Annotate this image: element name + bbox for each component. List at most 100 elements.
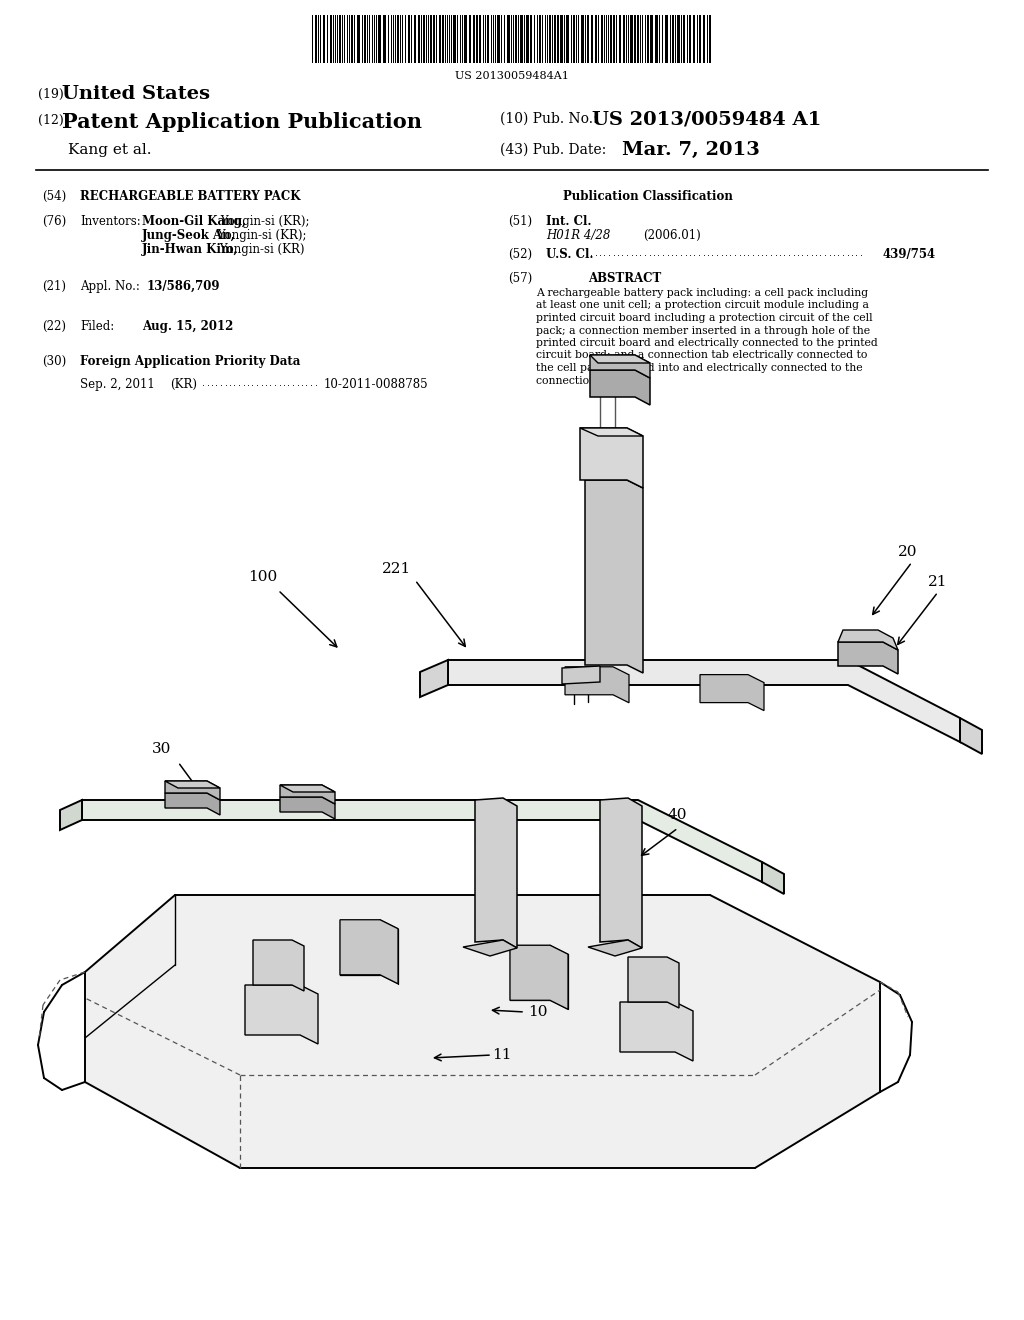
Text: Int. Cl.: Int. Cl. bbox=[546, 215, 592, 228]
Text: .: . bbox=[788, 248, 791, 257]
Text: (22): (22) bbox=[42, 319, 66, 333]
Bar bbox=[330, 15, 332, 63]
Text: .: . bbox=[793, 248, 796, 257]
Polygon shape bbox=[600, 799, 642, 948]
Text: .: . bbox=[288, 378, 291, 388]
Text: United States: United States bbox=[62, 84, 210, 103]
Text: (76): (76) bbox=[42, 215, 67, 228]
Text: Yongin-si (KR);: Yongin-si (KR); bbox=[214, 228, 306, 242]
Polygon shape bbox=[420, 660, 449, 697]
Text: (30): (30) bbox=[42, 355, 67, 368]
Polygon shape bbox=[580, 428, 643, 488]
Text: (21): (21) bbox=[42, 280, 66, 293]
Bar bbox=[397, 15, 399, 63]
Polygon shape bbox=[961, 718, 982, 754]
Bar bbox=[677, 15, 680, 63]
Text: .: . bbox=[256, 378, 259, 388]
Text: .: . bbox=[770, 248, 773, 257]
Polygon shape bbox=[590, 355, 650, 363]
Text: .: . bbox=[269, 378, 272, 388]
Text: .: . bbox=[314, 378, 317, 388]
Text: 10-2011-0088785: 10-2011-0088785 bbox=[324, 378, 429, 391]
Text: RECHARGEABLE BATTERY PACK: RECHARGEABLE BATTERY PACK bbox=[80, 190, 300, 203]
Bar bbox=[323, 15, 325, 63]
Text: .: . bbox=[252, 378, 255, 388]
Bar bbox=[634, 15, 636, 63]
Polygon shape bbox=[588, 940, 642, 956]
Text: .: . bbox=[707, 248, 710, 257]
Bar bbox=[587, 15, 589, 63]
Bar bbox=[539, 15, 541, 63]
Text: .: . bbox=[283, 378, 286, 388]
Text: .: . bbox=[612, 248, 615, 257]
Bar bbox=[453, 15, 456, 63]
Text: .: . bbox=[716, 248, 719, 257]
Polygon shape bbox=[620, 1002, 693, 1061]
Text: 22: 22 bbox=[618, 535, 638, 549]
Bar bbox=[672, 15, 674, 63]
Text: Jung-Seok An,: Jung-Seok An, bbox=[142, 228, 236, 242]
Text: .: . bbox=[676, 248, 679, 257]
Bar bbox=[476, 15, 478, 63]
Bar bbox=[430, 15, 432, 63]
Text: connection member.: connection member. bbox=[536, 375, 647, 385]
Text: (52): (52) bbox=[508, 248, 532, 261]
Text: .: . bbox=[797, 248, 800, 257]
Text: .: . bbox=[824, 248, 827, 257]
Bar bbox=[693, 15, 695, 63]
Text: .: . bbox=[811, 248, 813, 257]
Bar bbox=[650, 15, 653, 63]
Polygon shape bbox=[585, 480, 643, 673]
Polygon shape bbox=[280, 797, 335, 818]
Text: (12): (12) bbox=[38, 114, 63, 127]
Bar bbox=[665, 15, 668, 63]
Bar bbox=[566, 15, 569, 63]
Text: U.S. Cl.: U.S. Cl. bbox=[546, 248, 594, 261]
Text: .: . bbox=[247, 378, 250, 388]
Text: .: . bbox=[779, 248, 782, 257]
Text: Jin-Hwan Kim,: Jin-Hwan Kim, bbox=[142, 243, 239, 256]
Text: 13/586,709: 13/586,709 bbox=[147, 280, 220, 293]
Bar bbox=[601, 15, 603, 63]
Text: Publication Classification: Publication Classification bbox=[563, 190, 733, 203]
Polygon shape bbox=[628, 957, 679, 1008]
Bar bbox=[433, 15, 435, 63]
Text: .: . bbox=[220, 378, 223, 388]
Bar bbox=[414, 15, 416, 63]
Text: (19): (19) bbox=[38, 88, 63, 102]
Bar bbox=[683, 15, 685, 63]
Text: H01R 4/28: H01R 4/28 bbox=[546, 228, 610, 242]
Bar bbox=[591, 15, 593, 63]
Bar bbox=[520, 15, 523, 63]
Bar bbox=[595, 15, 597, 63]
Polygon shape bbox=[245, 985, 318, 1044]
Bar bbox=[699, 15, 701, 63]
Text: 30: 30 bbox=[152, 742, 171, 756]
Bar bbox=[655, 15, 658, 63]
Bar bbox=[378, 15, 381, 63]
Text: .: . bbox=[752, 248, 755, 257]
Bar bbox=[357, 15, 360, 63]
Bar bbox=[703, 15, 705, 63]
Text: .: . bbox=[233, 378, 237, 388]
Text: .: . bbox=[819, 248, 822, 257]
Text: .: . bbox=[855, 248, 858, 257]
Text: .: . bbox=[774, 248, 777, 257]
Bar bbox=[364, 15, 366, 63]
Text: 10: 10 bbox=[528, 1005, 548, 1019]
Polygon shape bbox=[253, 940, 304, 991]
Text: .: . bbox=[743, 248, 746, 257]
Text: .: . bbox=[738, 248, 741, 257]
Polygon shape bbox=[60, 800, 82, 830]
Text: .: . bbox=[815, 248, 818, 257]
Text: .: . bbox=[734, 248, 737, 257]
Bar bbox=[560, 15, 563, 63]
Polygon shape bbox=[838, 630, 898, 649]
Polygon shape bbox=[700, 675, 764, 710]
Text: .: . bbox=[847, 248, 850, 257]
Text: (43) Pub. Date:: (43) Pub. Date: bbox=[500, 143, 606, 157]
Text: .: . bbox=[622, 248, 625, 257]
Text: .: . bbox=[617, 248, 620, 257]
Text: .: . bbox=[761, 248, 764, 257]
Text: (2006.01): (2006.01) bbox=[643, 228, 700, 242]
